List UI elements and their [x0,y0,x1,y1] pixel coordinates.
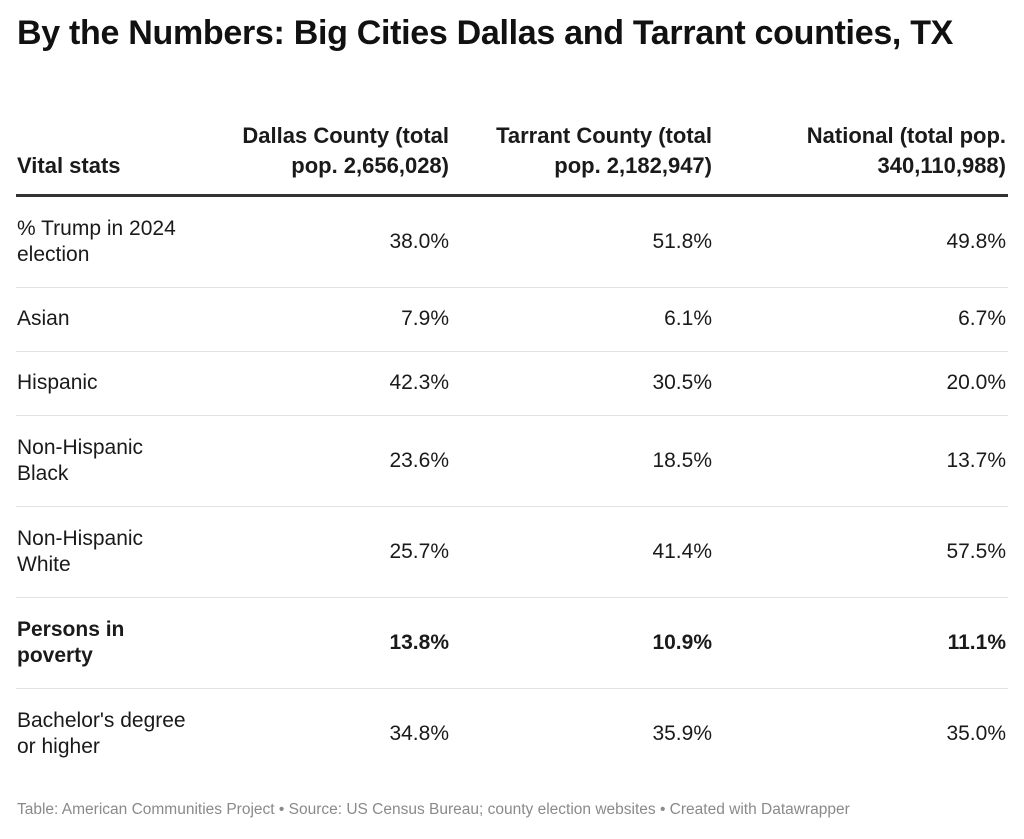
row-label: Hispanic [16,351,196,416]
column-header-national: National (total pop. 340,110,988) [714,100,1008,197]
column-header-vital-stats: Vital stats [16,100,196,197]
row-label: Non-Hispanic White [16,506,196,598]
cell-tarrant: 51.8% [451,195,714,288]
cell-tarrant: 10.9% [451,597,714,689]
cell-dallas: 7.9% [196,287,451,352]
cell-dallas: 25.7% [196,506,451,598]
cell-tarrant: 18.5% [451,415,714,507]
cell-national: 35.0% [946,721,1006,745]
table-row: % Trump in 2024 election 38.0% 51.8% 49.… [16,195,1008,288]
column-header-dallas-county: Dallas County (total pop. 2,656,028) [196,100,451,197]
table-row: Persons in poverty 13.8% 10.9% 11.1% [16,597,1008,689]
cell-national: 13.7% [714,415,1008,507]
cell-national: 11.1% [714,597,1008,689]
stats-table: Vital stats Dallas County (total pop. 2,… [16,100,1008,779]
row-label: Persons in poverty [16,597,196,689]
table-row: Bachelor's degree or higher 34.8% 35.9% … [16,688,1008,779]
cell-national: 49.8% [714,195,1008,288]
cell-dallas: 34.8% [389,721,449,745]
table-row: Hispanic 42.3% 30.5% 20.0% [16,351,1008,416]
table-row: Non-Hispanic White 25.7% 41.4% 57.5% [16,506,1008,598]
cell-tarrant: 30.5% [451,351,714,416]
row-label: Bachelor's degree or higher [17,708,186,758]
table-row: Asian 7.9% 6.1% 6.7% [16,287,1008,352]
cell-dallas: 23.6% [196,415,451,507]
cell-tarrant: 35.9% [652,721,712,745]
cell-tarrant: 6.1% [451,287,714,352]
cell-dallas: 42.3% [196,351,451,416]
cell-national: 57.5% [714,506,1008,598]
cell-national: 6.7% [714,287,1008,352]
row-label: Non-Hispanic Black [16,415,196,507]
row-label: % Trump in 2024 election [16,195,196,288]
header-row: Vital stats Dallas County (total pop. 2,… [16,100,1008,197]
column-header-tarrant-county: Tarrant County (total pop. 2,182,947) [451,100,714,197]
cell-national: 20.0% [714,351,1008,416]
chart-title: By the Numbers: Big Cities Dallas and Ta… [17,14,954,52]
cell-dallas: 38.0% [196,195,451,288]
source-footer: Table: American Communities Project • So… [17,801,850,818]
cell-tarrant: 41.4% [451,506,714,598]
cell-dallas: 13.8% [196,597,451,689]
table-row: Non-Hispanic Black 23.6% 18.5% 13.7% [16,415,1008,507]
row-label: Asian [16,287,196,352]
